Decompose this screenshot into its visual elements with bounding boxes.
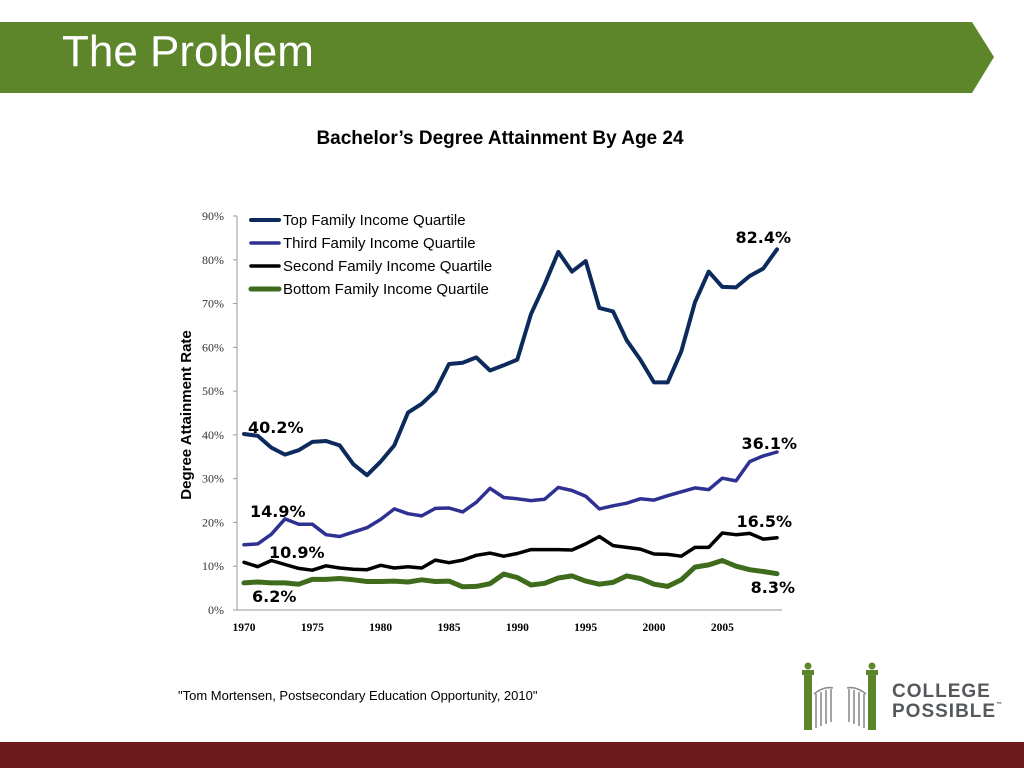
- y-tick-label: 50%: [202, 384, 224, 398]
- legend-entry: Second Family Income Quartile: [283, 258, 492, 275]
- series-line-4: [241, 558, 780, 590]
- y-tick-label: 70%: [202, 297, 224, 311]
- y-tick-label: 40%: [202, 428, 224, 442]
- x-tick-label: 1985: [438, 622, 461, 634]
- x-tick-label: 1990: [506, 622, 529, 634]
- banner-arrow-shape: [0, 22, 994, 93]
- series-line-1: [242, 247, 779, 478]
- college-possible-logo: COLLEGE POSSIBLE™: [800, 660, 1002, 732]
- title-banner: The Problem: [0, 0, 1024, 96]
- logo-wordmark: COLLEGE POSSIBLE™: [892, 682, 1002, 722]
- x-tick-label: 1975: [301, 622, 324, 634]
- end-value-label: 82.4%: [735, 228, 791, 247]
- x-tick-label: 1970: [233, 622, 256, 634]
- x-tick-label: 1995: [574, 622, 597, 634]
- y-tick-label: 0%: [208, 603, 224, 617]
- y-tick-label: 60%: [202, 340, 224, 354]
- footer-bar: [0, 742, 1024, 768]
- source-citation: "Tom Mortensen, Postsecondary Education …: [178, 688, 538, 703]
- end-value-label: 8.3%: [751, 578, 795, 597]
- series-line-2: [242, 450, 779, 547]
- y-tick-label: 10%: [202, 559, 224, 573]
- x-tick-label: 2000: [643, 622, 666, 634]
- y-tick-label: 30%: [202, 472, 224, 486]
- chart-title: Bachelor’s Degree Attainment By Age 24: [316, 128, 684, 149]
- y-tick-label: 90%: [202, 209, 224, 223]
- start-value-label: 40.2%: [248, 418, 304, 437]
- start-value-label: 6.2%: [252, 587, 296, 606]
- x-tick-label: 2005: [711, 622, 734, 634]
- y-tick-label: 20%: [202, 515, 224, 529]
- series-line-3: [242, 531, 779, 572]
- end-value-label: 16.5%: [736, 512, 792, 531]
- end-value-label: 36.1%: [741, 434, 797, 453]
- start-value-label: 14.9%: [250, 502, 306, 521]
- y-axis-label: Degree Attainment Rate: [178, 330, 195, 499]
- x-tick-label: 1980: [369, 622, 392, 634]
- logo-line-college: COLLEGE: [892, 681, 991, 702]
- legend-entry: Top Family Income Quartile: [283, 212, 466, 229]
- legend-entry: Bottom Family Income Quartile: [283, 281, 489, 298]
- y-tick-label: 80%: [202, 253, 224, 267]
- logo-line-possible: POSSIBLE: [892, 700, 997, 722]
- trademark-symbol: ™: [996, 701, 1003, 708]
- slide-title: The Problem: [62, 27, 314, 76]
- gate-logo-icon: [802, 662, 878, 730]
- legend-entry: Third Family Income Quartile: [283, 235, 476, 252]
- start-value-label: 10.9%: [269, 543, 325, 562]
